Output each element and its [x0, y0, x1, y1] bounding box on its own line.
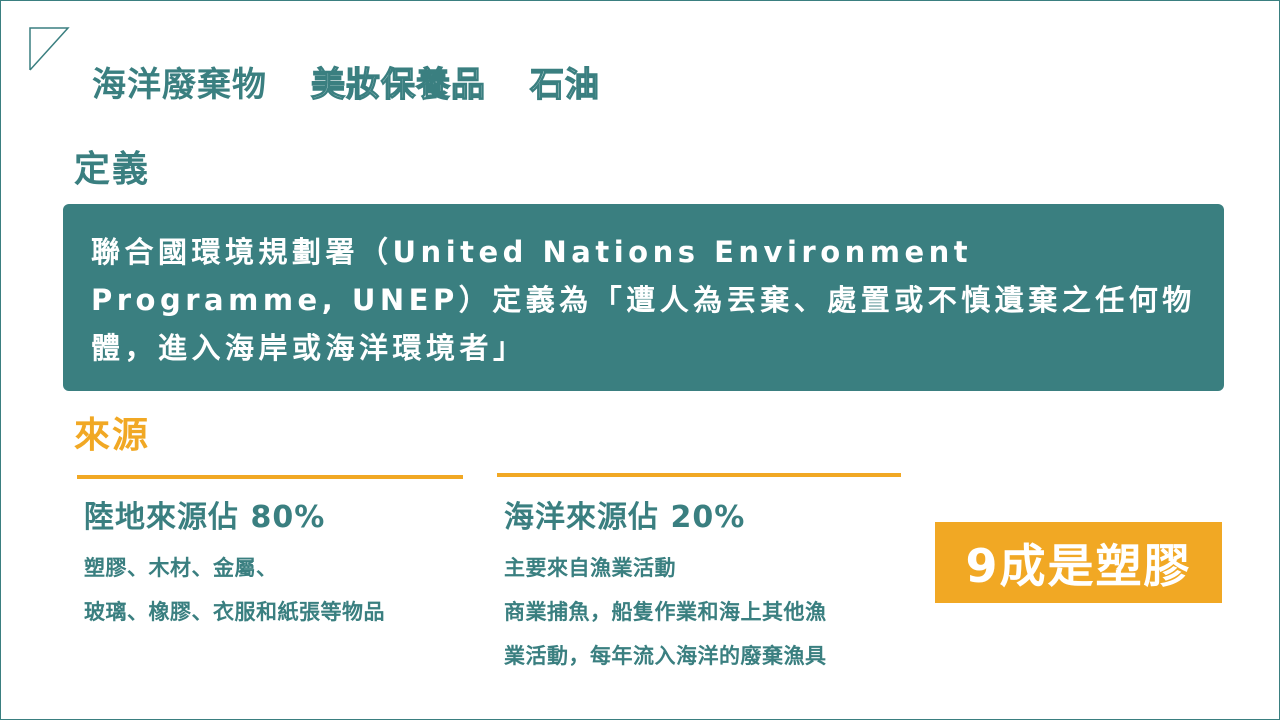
- tab-cosmetics[interactable]: 美妝保養品: [310, 64, 486, 105]
- topic-tabs: 海洋廢棄物 美妝保養品 石油: [92, 64, 600, 106]
- sea-source-body: 主要來自漁業活動 商業捕魚，船隻作業和海上其他漁 業活動，每年流入海洋的廢棄漁具: [504, 546, 827, 678]
- tab-petroleum[interactable]: 石油: [529, 64, 600, 105]
- land-source-line: 塑膠、木材、金屬、: [84, 556, 278, 580]
- definition-text: 聯合國環境規劃署（United Nations Environment Prog…: [91, 235, 1196, 365]
- plastic-badge: 9成是塑膠: [935, 522, 1222, 603]
- sources-heading: 來源: [74, 415, 151, 456]
- land-divider: [77, 475, 463, 479]
- sea-source-title: 海洋來源佔 20%: [504, 500, 746, 535]
- land-source-title: 陸地來源佔 80%: [84, 500, 326, 535]
- definition-heading: 定義: [74, 149, 151, 190]
- sea-source-line: 主要來自漁業活動: [504, 556, 676, 580]
- land-source-body: 塑膠、木材、金屬、 玻璃、橡膠、衣服和紙張等物品: [84, 546, 385, 634]
- land-source-line: 玻璃、橡膠、衣服和紙張等物品: [84, 600, 385, 624]
- sea-source-line: 商業捕魚，船隻作業和海上其他漁: [504, 600, 827, 624]
- definition-box: 聯合國環境規劃署（United Nations Environment Prog…: [63, 204, 1224, 391]
- corner-decoration-icon: [29, 27, 70, 71]
- sea-divider: [497, 473, 901, 477]
- sea-source-line: 業活動，每年流入海洋的廢棄漁具: [504, 644, 827, 668]
- tab-marine-debris[interactable]: 海洋廢棄物: [92, 65, 267, 105]
